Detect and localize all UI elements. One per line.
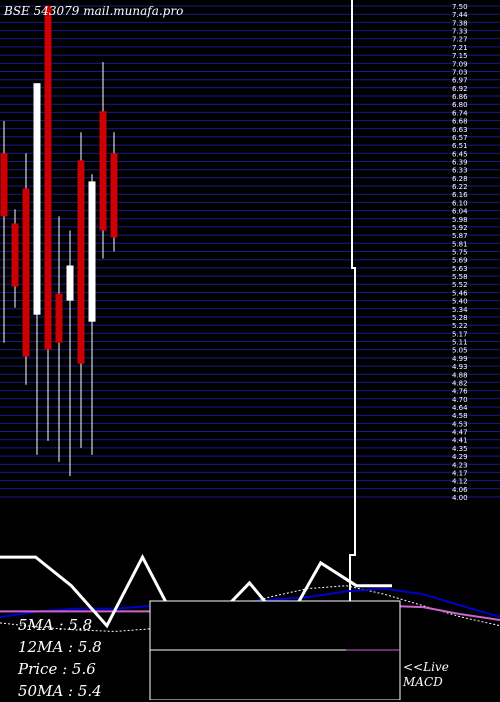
candle-body	[0, 153, 8, 217]
price-tick-label: 6.39	[452, 159, 468, 167]
price-tick-label: 5.87	[452, 232, 468, 240]
price-tick-label: 6.16	[452, 191, 468, 199]
price-tick-label: 5.52	[452, 281, 468, 289]
price-tick-label: 6.92	[452, 85, 468, 93]
price-tick-label: 5.22	[452, 322, 468, 330]
macd-label: MACD	[403, 675, 443, 689]
legend-frame	[149, 600, 401, 700]
price-tick-label: 4.23	[452, 461, 468, 469]
price-tick-label: 6.57	[452, 134, 468, 142]
ma5-value: 5MA : 5.8	[18, 616, 93, 634]
price-axis-labels: 7.507.447.387.337.277.217.157.097.036.97…	[452, 3, 468, 502]
price-tick-label: 7.09	[452, 60, 468, 68]
candle-body	[88, 181, 96, 322]
price-tick-label: 4.35	[452, 445, 468, 453]
price-tick-label: 6.80	[452, 101, 468, 109]
price-tick-label: 5.28	[452, 314, 468, 322]
moving-average-legend: 5MA : 5.8 12MA : 5.8 Price : 5.6 50MA : …	[18, 614, 102, 702]
price-tick-label: 4.53	[452, 420, 468, 428]
price-tick-label: 4.47	[452, 429, 468, 437]
price-tick-label: 4.64	[452, 404, 468, 412]
price-tick-label: 6.45	[452, 150, 468, 158]
price-tick-label: 6.63	[452, 126, 468, 134]
price-tick-label: 5.11	[452, 339, 468, 347]
price-tick-label: 4.12	[452, 478, 468, 486]
price-tick-label: 6.22	[452, 183, 468, 191]
price-tick-label: 6.51	[452, 142, 468, 150]
price-tick-label: 6.97	[452, 77, 468, 85]
chart-watermark: BSE 543079 mail.munafa.pro	[4, 4, 184, 18]
price-tick-label: 5.75	[452, 249, 468, 257]
price-tick-label: 5.63	[452, 265, 468, 273]
price-tick-label: 5.69	[452, 257, 468, 265]
price-tick-label: 6.86	[452, 93, 468, 101]
price-tick-label: 5.98	[452, 216, 468, 224]
candle-body	[22, 188, 30, 357]
price-tick-label: 4.76	[452, 388, 468, 396]
price-tick-label: 4.88	[452, 371, 468, 379]
price-tick-label: 7.21	[452, 44, 468, 52]
candle-body	[55, 293, 63, 343]
price-tick-label: 6.28	[452, 175, 468, 183]
price-tick-label: 7.27	[452, 36, 468, 44]
price-grid	[0, 5, 500, 498]
live-macd-link[interactable]: <<Live MACD	[403, 660, 449, 690]
candle-body	[99, 111, 107, 231]
price-tick-label: 6.04	[452, 208, 468, 216]
ma12-value: 12MA : 5.8	[18, 638, 102, 656]
price-tick-label: 4.99	[452, 355, 468, 363]
candle-body	[110, 153, 118, 238]
candle-body	[44, 6, 52, 350]
price-tick-label: 7.15	[452, 52, 468, 60]
price-tick-label: 4.00	[452, 494, 468, 502]
price-tick-label: 4.82	[452, 379, 468, 387]
price-tick-label: 4.70	[452, 396, 468, 404]
price-tick-label: 4.41	[452, 437, 468, 445]
price-tick-label: 7.38	[452, 19, 468, 27]
candle-body	[77, 160, 85, 364]
candle-body	[66, 265, 74, 301]
price-tick-label: 4.06	[452, 486, 468, 494]
price-tick-label: 5.05	[452, 347, 468, 355]
price-tick-label: 5.58	[452, 273, 468, 281]
price-tick-label: 7.03	[452, 69, 468, 77]
price-value: Price : 5.6	[18, 660, 96, 678]
price-tick-label: 4.29	[452, 453, 468, 461]
price-tick-label: 5.46	[452, 289, 468, 297]
price-tick-label: 4.93	[452, 363, 468, 371]
price-tick-label: 4.17	[452, 469, 468, 477]
price-tick-label: 6.33	[452, 167, 468, 175]
price-tick-label: 5.17	[452, 330, 468, 338]
price-tick-label: 6.74	[452, 109, 468, 117]
price-tick-label: 4.58	[452, 412, 468, 420]
live-label: <<Live	[403, 660, 449, 674]
candle-body	[11, 223, 19, 287]
price-tick-label: 5.92	[452, 224, 468, 232]
price-tick-label: 6.68	[452, 118, 468, 126]
price-tick-label: 7.33	[452, 28, 468, 36]
price-tick-label: 6.10	[452, 199, 468, 207]
price-tick-label: 5.34	[452, 306, 468, 314]
price-tick-label: 7.44	[452, 11, 468, 19]
price-tick-label: 7.50	[452, 3, 468, 11]
price-tick-label: 5.40	[452, 298, 468, 306]
price-tick-label: 5.81	[452, 240, 468, 248]
candle-body	[33, 83, 41, 315]
ma50-value: 50MA : 5.4	[18, 682, 102, 700]
candlestick-series	[0, 6, 118, 476]
